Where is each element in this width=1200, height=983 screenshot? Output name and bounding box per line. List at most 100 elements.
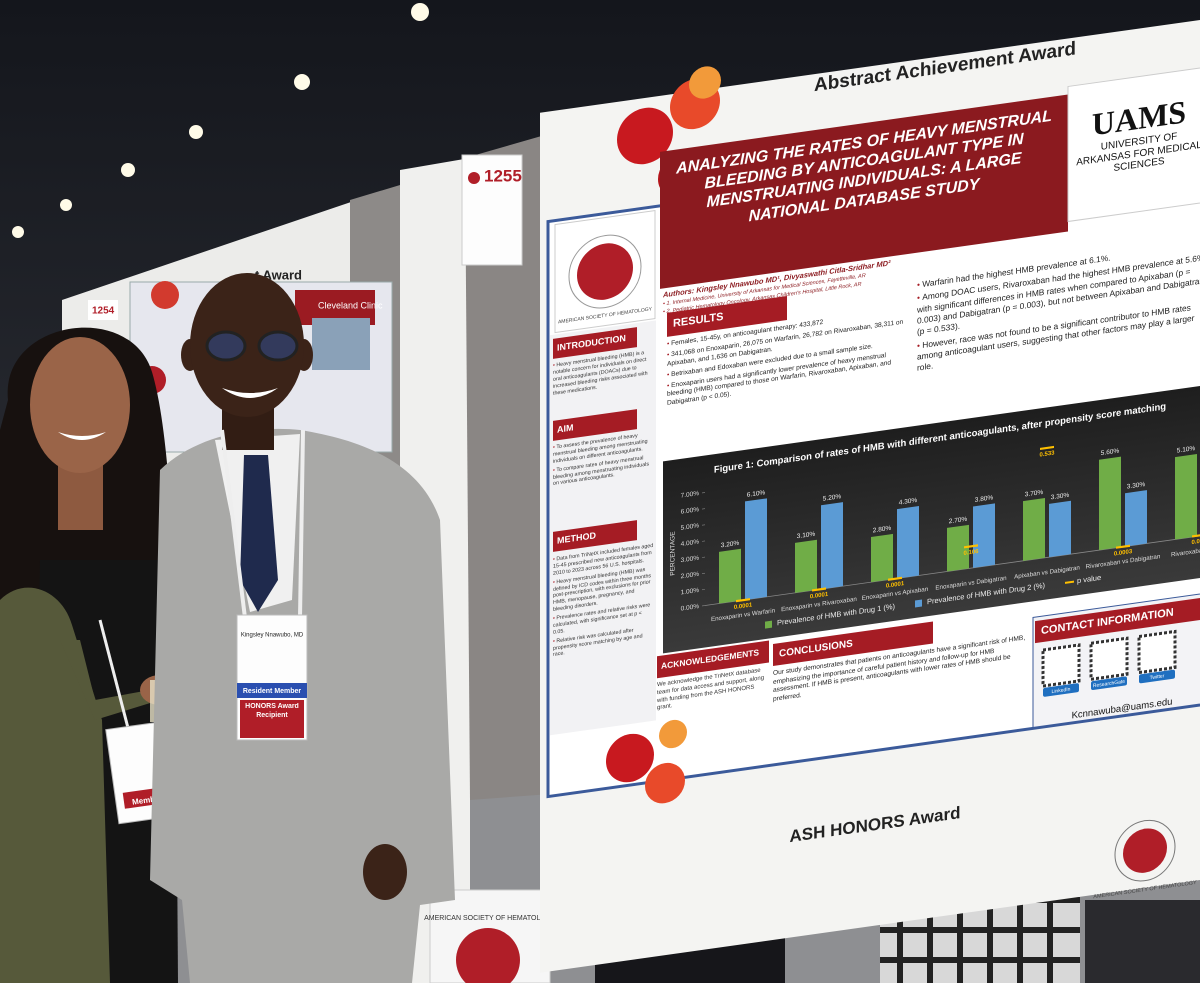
section-header-bg (667, 295, 787, 337)
aim-text-box: To assess the prevalence of heavy menstr… (553, 431, 655, 530)
pillar-society: AMERICAN SOCIETY OF HEMATOLOGY (424, 915, 556, 922)
light (294, 74, 310, 90)
y-tick-label: 1.00% (681, 587, 700, 597)
board-number-tag (461, 154, 523, 266)
light (12, 226, 24, 238)
p-value-label: 0.003 (1192, 538, 1200, 546)
legend-label: p value (1077, 573, 1101, 585)
society-ring (1114, 819, 1176, 882)
tie (240, 455, 278, 612)
legend-swatch (915, 599, 922, 608)
p-value-label: 0.0001 (886, 581, 905, 590)
person-man: Kingsley Nnawubo, MD Resident Member HON… (150, 273, 455, 983)
pillar-logo (456, 928, 520, 983)
p-value-label: 0.533 (1040, 450, 1056, 458)
hand (363, 844, 407, 900)
bar (1049, 500, 1071, 558)
p-value-label: 0.106 (964, 549, 980, 557)
ceiling-lights (12, 3, 429, 238)
qr-label: LinkedIn (1052, 686, 1071, 695)
bar-value-label: 3.70% (1025, 489, 1044, 499)
y-tick-label: 2.00% (681, 571, 700, 581)
qr-label: ResearchGate (1093, 679, 1125, 690)
bar (745, 498, 767, 600)
y-tick-label: 6.00% (681, 506, 700, 516)
smile (222, 388, 278, 398)
bar (821, 502, 843, 590)
method-text-box: Data from TriNetX included females aged … (553, 543, 655, 737)
neighbor-board-number: 1254 (92, 306, 115, 317)
method-text: Data from TriNetX included females aged … (553, 543, 655, 660)
bar-value-label: 2.70% (949, 516, 968, 526)
legend-swatch (765, 620, 772, 629)
qr-label-bg (1091, 676, 1127, 691)
head (190, 273, 304, 417)
light (121, 163, 135, 177)
title-banner (660, 94, 1068, 289)
p-value-label: 0.0001 (734, 602, 753, 611)
glasses-lens (257, 330, 299, 362)
bar-value-label: 3.10% (797, 531, 816, 541)
lanyard (220, 429, 247, 619)
cell (606, 733, 654, 783)
logo-box (1067, 65, 1200, 223)
section-header-bg (553, 409, 637, 441)
p-value-label: 0.0003 (1114, 549, 1133, 558)
p-value-marker (964, 544, 978, 549)
badge-name: Kingsley Nnawubo, MD (241, 633, 304, 639)
blood-cells-bottom (606, 719, 687, 804)
badge-ribbon (240, 700, 304, 738)
cell (617, 107, 673, 165)
p-value-marker (1116, 544, 1130, 549)
section-header-bg (773, 621, 933, 666)
y-axis-label: PERCENTAGE (670, 530, 677, 576)
passerby (1085, 900, 1200, 983)
badge-award-box: HONORS Award Recipient (245, 703, 299, 719)
bar (973, 503, 995, 568)
qr-code (1041, 643, 1081, 688)
cell (645, 762, 685, 804)
bar-value-label: 3.80% (975, 494, 994, 504)
qr-label-bg (1043, 683, 1079, 697)
poster-board: Abstract Achievement Award ASH HONORS Aw… (540, 0, 1200, 978)
p-value-label: 0.0001 (810, 592, 829, 601)
section-header-bg (657, 640, 769, 679)
bar (871, 533, 893, 583)
y-tick-label: 0.00% (681, 603, 700, 613)
y-tick-label: 4.00% (681, 538, 700, 548)
society-logo-bottom (1123, 828, 1167, 873)
badge-band (237, 683, 307, 698)
cell (689, 66, 721, 99)
bar-value-label: 4.30% (899, 497, 918, 507)
tag-logo (468, 172, 480, 184)
section-heading: AIM (557, 422, 573, 434)
neighbor-number-tag (88, 300, 118, 320)
bar (795, 539, 817, 593)
light (60, 199, 72, 211)
p-value-marker (1040, 445, 1054, 451)
face (30, 337, 130, 473)
section-header-bg (553, 520, 637, 552)
badge-member: Resident Member (243, 688, 302, 695)
board-number: 1255 (484, 166, 522, 185)
lanyard (298, 429, 305, 619)
cell (659, 719, 687, 749)
neighbor-institution: Cleveland Clinic (318, 300, 383, 310)
society-ring (568, 234, 642, 309)
p-value-marker (812, 587, 826, 592)
section-header-bg (553, 327, 637, 359)
smile (58, 432, 106, 440)
section-header-bg (1035, 596, 1200, 644)
badge-award: HONORS Award Recipient (245, 703, 299, 719)
qr-label-bg (1139, 669, 1175, 684)
bar (1099, 456, 1121, 551)
y-tick-label: 3.00% (681, 555, 700, 565)
p-value-marker (888, 576, 902, 581)
bar-value-label: 5.20% (823, 493, 842, 503)
bar (1175, 454, 1197, 540)
bar-value-label: 5.60% (1101, 448, 1120, 458)
bar-value-label: 2.80% (873, 525, 892, 535)
